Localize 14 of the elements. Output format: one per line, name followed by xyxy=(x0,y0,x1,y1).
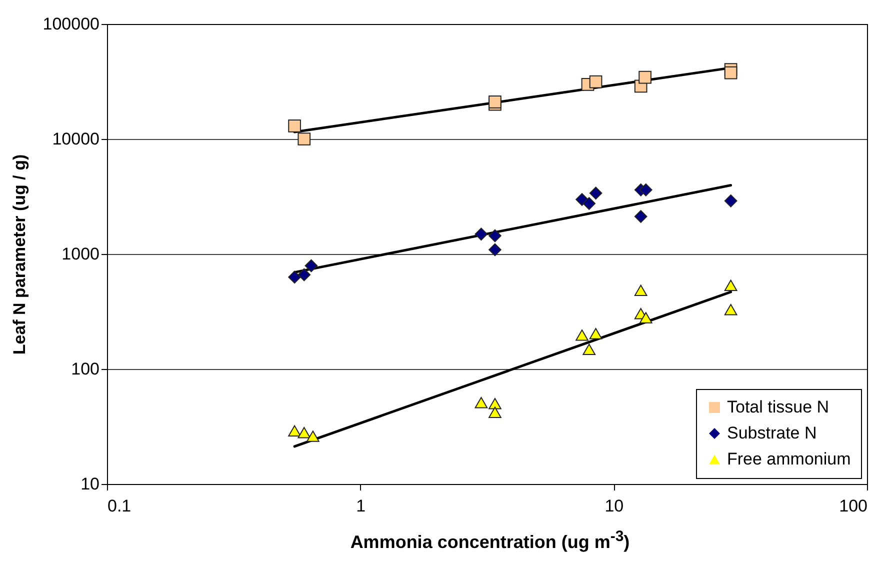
x-tick-label: 100 xyxy=(839,496,868,516)
x-tick-label: 0.1 xyxy=(108,496,132,516)
legend-label: Free ammonium xyxy=(727,450,851,468)
x-axis-title: Ammonia concentration (ug m$^{-3}$) xyxy=(349,528,631,553)
legend-label: Substrate N xyxy=(727,424,817,442)
y-tick-label: 10000 xyxy=(52,130,100,148)
y-tick-label: 1000 xyxy=(62,244,100,264)
x-tick-label: 10 xyxy=(604,496,624,516)
legend-label: Total tissue N xyxy=(727,398,830,416)
x-tick-label: 1 xyxy=(356,496,366,516)
y-tick-label: 100000 xyxy=(42,14,100,34)
y-tick-label: 100 xyxy=(71,360,100,378)
y-tick-label: 10 xyxy=(80,474,100,494)
y-axis-title: Leaf N parameter (ug / g) xyxy=(10,154,29,355)
